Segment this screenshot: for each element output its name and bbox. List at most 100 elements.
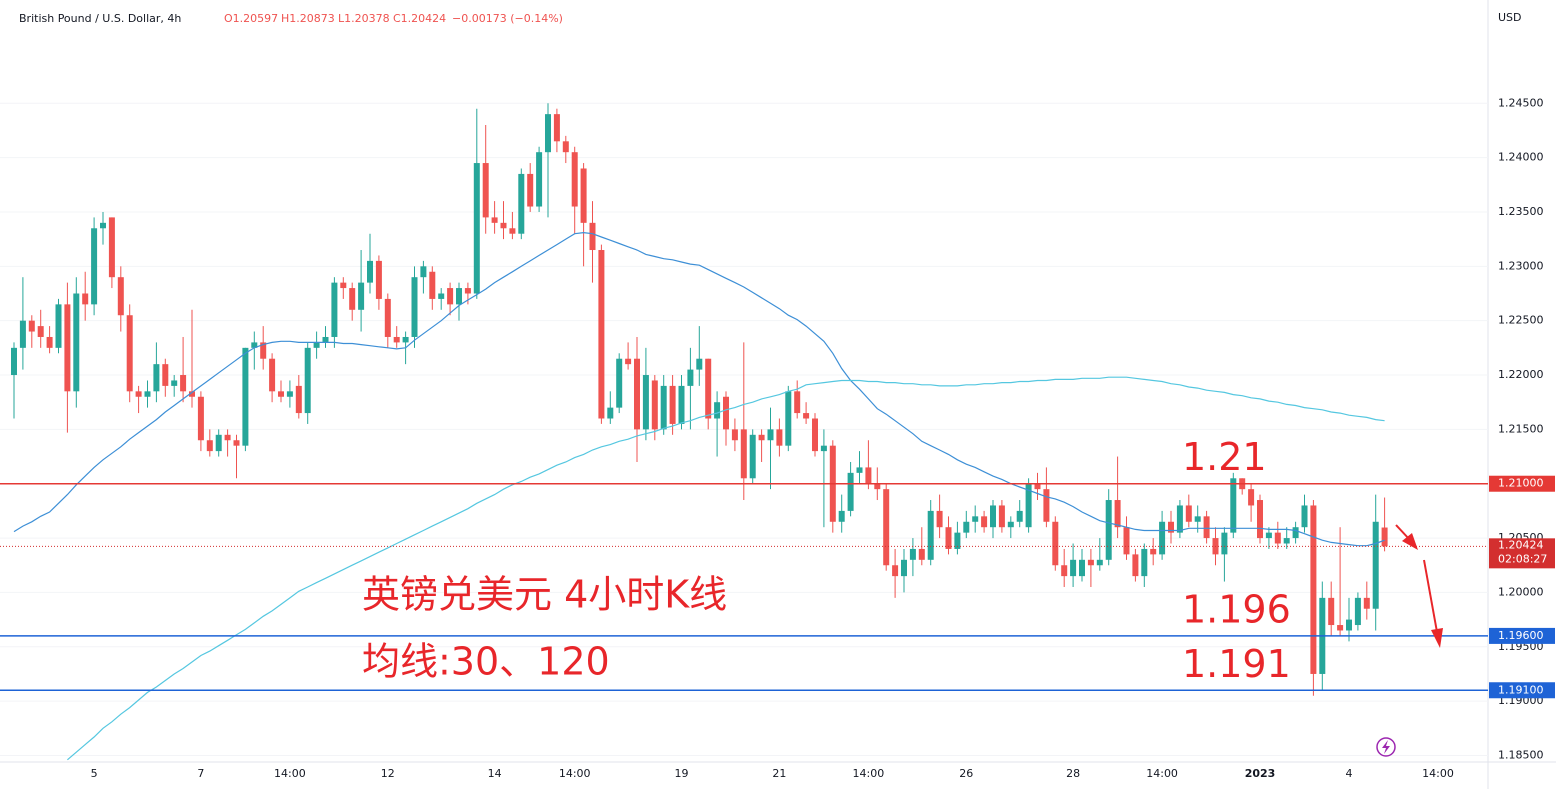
candle-body	[580, 168, 587, 223]
candle-body	[936, 510, 943, 528]
candle-body	[749, 434, 756, 479]
candle-body	[1248, 489, 1255, 506]
candle-body	[553, 114, 560, 142]
candle-body	[411, 277, 418, 337]
change: −0.00173 (−0.14%)	[452, 12, 563, 25]
level-tag-label: 1.21000	[1498, 477, 1544, 490]
candle-body	[233, 440, 240, 446]
candle-body	[28, 320, 35, 332]
y-tick-label: 1.22000	[1498, 368, 1544, 381]
candle-body	[1274, 532, 1281, 544]
candle-body	[375, 260, 382, 299]
x-tick-label: 28	[1066, 767, 1080, 780]
candle-body	[660, 385, 667, 430]
x-tick-label: 12	[381, 767, 395, 780]
candle-body	[794, 391, 801, 414]
level-annotation: 1.191	[1182, 642, 1291, 686]
y-tick-label: 1.21500	[1498, 422, 1544, 435]
candle-body	[464, 288, 471, 294]
y-tick-label: 1.24500	[1498, 96, 1544, 109]
candle-body	[295, 385, 302, 414]
candle-body	[1132, 554, 1139, 577]
candle-body	[803, 413, 810, 419]
candle-body	[527, 173, 534, 207]
candle-body	[767, 429, 774, 441]
candle-body	[1096, 559, 1103, 566]
candle-body	[180, 375, 187, 392]
candle-body	[197, 396, 204, 441]
candle-body	[1194, 516, 1201, 522]
candle-body	[313, 342, 320, 348]
alert-icon[interactable]	[1376, 737, 1396, 757]
candle-body	[117, 277, 124, 316]
candle-body	[731, 429, 738, 441]
candle-body	[153, 364, 160, 392]
candle-body	[963, 521, 970, 533]
candle-body	[1123, 527, 1130, 555]
candle-body	[1016, 510, 1023, 522]
candle-body	[705, 358, 712, 419]
x-tick-label: 4	[1346, 767, 1353, 780]
candle-body	[634, 358, 640, 430]
candle-body	[206, 440, 213, 452]
candle-body	[589, 222, 596, 251]
candle-body	[518, 173, 525, 234]
currency: USD	[1498, 11, 1522, 24]
annotation: 英镑兑美元 4小时K线	[362, 573, 727, 617]
candle-body	[1346, 619, 1352, 631]
candle-body	[1328, 597, 1335, 626]
candle-body	[64, 304, 71, 392]
candle-body	[1257, 500, 1263, 539]
candle-body	[1150, 548, 1157, 555]
candle-body	[1185, 505, 1192, 522]
candle-body	[874, 483, 881, 490]
level-annotation: 1.21	[1182, 435, 1267, 479]
moving-average	[67, 376, 1385, 761]
x-tick-label: 14:00	[559, 767, 591, 780]
candle-body	[1087, 559, 1094, 566]
candle-body	[189, 391, 195, 397]
candle-body	[1070, 559, 1077, 577]
candle-body	[616, 358, 623, 408]
arrow	[1395, 524, 1443, 648]
candle-body	[322, 336, 329, 343]
candle-body	[1079, 559, 1085, 577]
candle-body	[651, 380, 658, 430]
candle-body	[358, 282, 365, 310]
candle-body	[1203, 516, 1210, 539]
candle-body	[1141, 548, 1148, 577]
candle-body	[1230, 478, 1237, 533]
candle-body	[1301, 505, 1308, 528]
candle-body	[865, 467, 872, 484]
candle-body	[82, 293, 89, 305]
level-tag	[1489, 682, 1555, 699]
candle-body	[1381, 527, 1388, 547]
candle-body	[162, 364, 169, 386]
candle-body	[909, 548, 916, 560]
y-tick-label: 1.23000	[1498, 259, 1544, 272]
candle-body	[954, 532, 961, 549]
candle-body	[901, 559, 907, 577]
candle-body	[918, 548, 925, 560]
candle-body	[972, 516, 979, 522]
x-tick-label: 14	[488, 767, 502, 780]
candle-body	[11, 347, 17, 376]
candle-body	[812, 418, 818, 452]
candle-body	[785, 391, 792, 446]
candle-body	[562, 141, 569, 153]
candle-body	[393, 336, 400, 343]
candle-body	[598, 250, 605, 419]
candle-body	[945, 527, 952, 549]
candle-body	[1168, 521, 1174, 533]
candle-body	[1176, 505, 1183, 533]
candle-body	[776, 429, 783, 446]
y-tick-label: 1.20000	[1498, 585, 1544, 598]
candle-body	[46, 336, 53, 348]
symbol: British Pound / U.S. Dollar, 4h	[19, 12, 181, 25]
candle-body	[269, 358, 276, 392]
candle-body	[251, 342, 258, 348]
candle-body	[1372, 521, 1379, 609]
candle-body	[73, 293, 80, 392]
candle-body	[242, 347, 249, 446]
